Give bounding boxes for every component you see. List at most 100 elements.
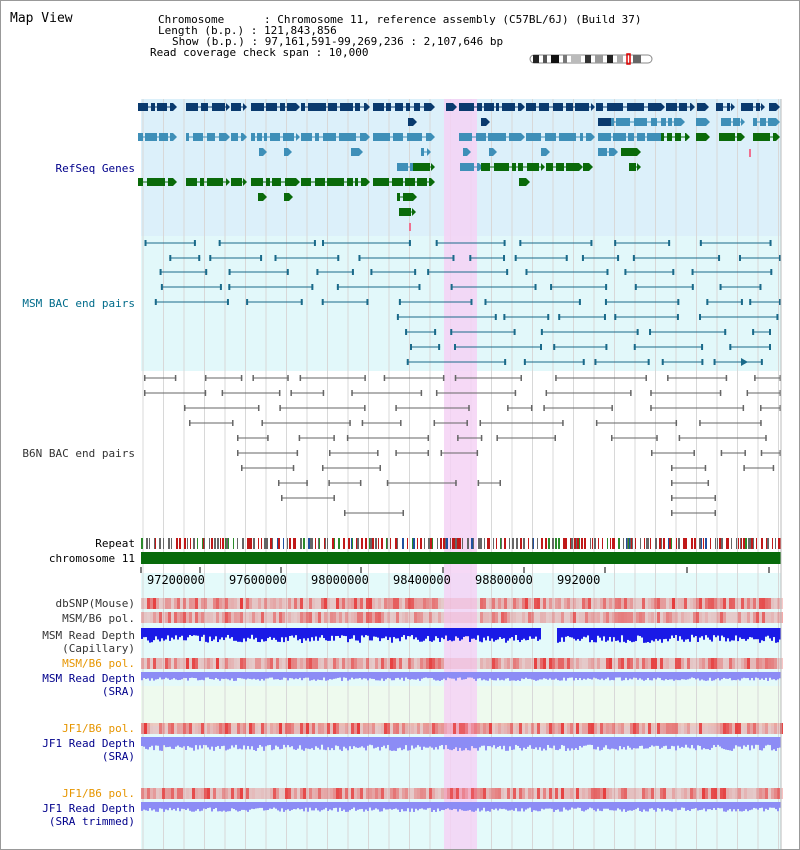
depth-bar: [169, 737, 171, 747]
depth-bar: [465, 672, 467, 680]
heat-cell: [429, 723, 432, 734]
heat-cell: [546, 612, 549, 623]
bac-end: [650, 405, 652, 411]
bac-end: [336, 284, 339, 290]
depth-bar: [191, 672, 193, 678]
heat-cell: [534, 658, 537, 669]
bac-end: [221, 390, 224, 396]
depth-bar: [521, 737, 523, 751]
heat-cell: [570, 723, 573, 734]
bac-end: [754, 375, 756, 381]
heat-cell: [357, 598, 360, 609]
heat-cell: [420, 612, 423, 623]
depth-bar: [607, 628, 609, 641]
depth-bar: [565, 672, 567, 681]
heat-cell: [750, 612, 753, 623]
depth-bar: [481, 737, 483, 746]
depth-bar: [683, 802, 685, 808]
depth-bar: [471, 802, 473, 812]
repeat-mark: [327, 538, 328, 549]
depth-bar: [747, 628, 749, 640]
depth-bar: [629, 737, 631, 748]
gene-exon: [685, 133, 686, 141]
bac-end: [742, 405, 745, 411]
heat-cell: [756, 598, 759, 609]
depth-bar: [535, 802, 537, 811]
heat-cell: [360, 612, 363, 623]
depth-bar: [459, 802, 461, 810]
depth-bar: [725, 802, 727, 812]
heat-cell: [777, 658, 780, 669]
heat-cell: [378, 612, 381, 623]
heat-cell: [189, 612, 192, 623]
heat-cell: [585, 598, 588, 609]
repeat-mark: [584, 538, 585, 549]
heat-cell: [636, 788, 639, 799]
depth-bar: [329, 672, 331, 680]
depth-bar: [675, 802, 677, 809]
heat-cell: [285, 658, 288, 669]
depth-bar: [571, 672, 573, 678]
repeat-mark: [338, 538, 340, 549]
depth-bar: [151, 672, 153, 679]
depth-bar: [729, 737, 731, 751]
depth-bar: [223, 802, 225, 811]
heat-cell: [756, 723, 759, 734]
gene-exon: [489, 148, 493, 156]
depth-bar: [711, 628, 713, 642]
gene-exon: [151, 103, 155, 111]
heat-cell: [150, 612, 153, 623]
gene-exon: [690, 103, 691, 111]
gene-strand-arrow: [661, 103, 665, 111]
repeat-mark: [731, 538, 732, 549]
gene-exon: [251, 133, 255, 141]
repeat-mark: [537, 538, 538, 549]
depth-bar: [239, 628, 241, 642]
gene-strand-arrow: [706, 118, 710, 126]
heat-cell: [237, 612, 240, 623]
depth-bar: [393, 802, 395, 810]
chromosome-ideogram[interactable]: [529, 53, 654, 65]
heat-cell: [240, 612, 243, 623]
depth-bar: [555, 802, 557, 811]
heat-cell: [537, 658, 540, 669]
heat-cell: [312, 723, 315, 734]
depth-bar: [749, 737, 751, 751]
bac-end: [725, 375, 728, 381]
depth-bar: [545, 802, 547, 809]
heat-cell: [642, 723, 645, 734]
heat-cell: [468, 723, 471, 734]
heat-cell: [711, 723, 714, 734]
heat-cell: [156, 598, 159, 609]
repeat-mark: [581, 538, 583, 549]
heat-cell: [489, 612, 492, 623]
heat-cell: [555, 598, 558, 609]
heat-cell: [741, 788, 744, 799]
repeat-mark: [211, 538, 213, 549]
heat-cell: [408, 788, 411, 799]
heat-cell: [234, 612, 237, 623]
bac-end: [671, 495, 673, 501]
heat-cell: [324, 598, 327, 609]
depth-bar: [631, 802, 633, 811]
repeat-mark: [214, 538, 215, 549]
depth-bar: [583, 672, 585, 679]
gene-exon: [481, 118, 486, 126]
depth-bar: [195, 628, 197, 636]
bac-end: [519, 240, 522, 246]
heat-cell: [450, 658, 453, 669]
depth-bar: [163, 628, 165, 641]
depth-bar: [353, 802, 355, 808]
depth-bar: [471, 672, 473, 678]
depth-bar: [473, 737, 475, 749]
depth-bar: [643, 672, 645, 681]
depth-bar: [461, 672, 463, 680]
heat-cell: [285, 612, 288, 623]
depth-bar: [169, 802, 171, 808]
heat-cell: [594, 723, 597, 734]
depth-bar: [219, 672, 221, 681]
heat-cell: [555, 612, 558, 623]
depth-bar: [727, 672, 729, 679]
